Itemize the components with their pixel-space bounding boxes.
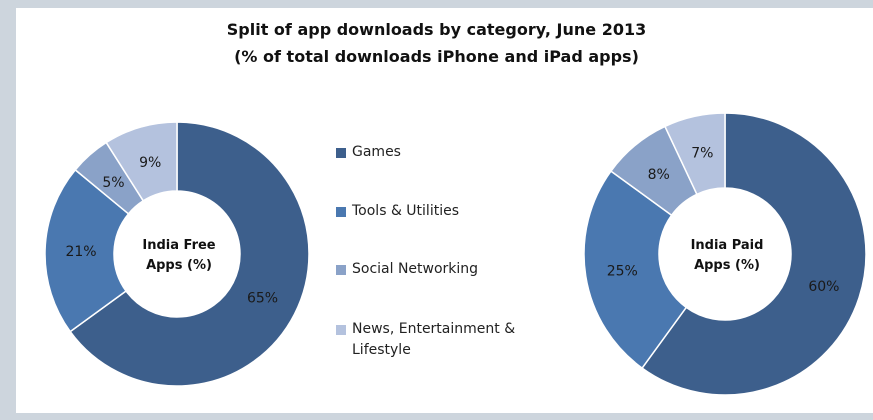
donut-1-center-label-1: Apps (%) <box>694 258 760 273</box>
donut-1-slice-0 <box>641 112 867 396</box>
legend-swatch-games <box>336 148 346 158</box>
legend-label-games: Games <box>352 144 401 160</box>
donut-1-slice-3 <box>663 112 726 196</box>
legend-swatch-news-entertainment-lifestyle <box>336 325 346 335</box>
donut-0-slice-1 <box>44 168 130 333</box>
donut-0-data-label-2: 5% <box>102 175 124 191</box>
donut-1-center-label-0: India Paid <box>691 238 764 253</box>
donut-1-slice-1 <box>583 170 688 370</box>
donut-1-data-label-3: 7% <box>691 146 713 162</box>
donut-0-data-label-3: 9% <box>139 155 161 171</box>
donut-1-data-label-1: 25% <box>607 263 638 279</box>
donut-1-data-label-2: 8% <box>648 167 670 183</box>
donut-0-center-label-0: India Free <box>142 238 215 253</box>
donut-0-slice-3 <box>105 121 178 202</box>
donut-1-data-label-0: 60% <box>808 279 839 295</box>
donut-0-center-label-1: Apps (%) <box>146 258 212 273</box>
legend-swatch-social-networking <box>336 265 346 275</box>
donut-0-data-label-0: 65% <box>247 291 278 307</box>
chart-subtitle: (% of total downloads iPhone and iPad ap… <box>234 47 639 66</box>
legend-label-news-entertainment-lifestyle: News, Entertainment & Lifestyle <box>352 321 516 358</box>
legend-label-tools-utilities: Tools & Utilities <box>352 203 459 219</box>
legend-swatch-tools-utilities <box>336 207 346 217</box>
chart-title: Split of app downloads by category, June… <box>226 20 647 39</box>
donut-0-slice-0 <box>69 121 310 387</box>
legend-label-social-networking: Social Networking <box>352 261 479 277</box>
donut-0-data-label-1: 21% <box>65 244 96 260</box>
